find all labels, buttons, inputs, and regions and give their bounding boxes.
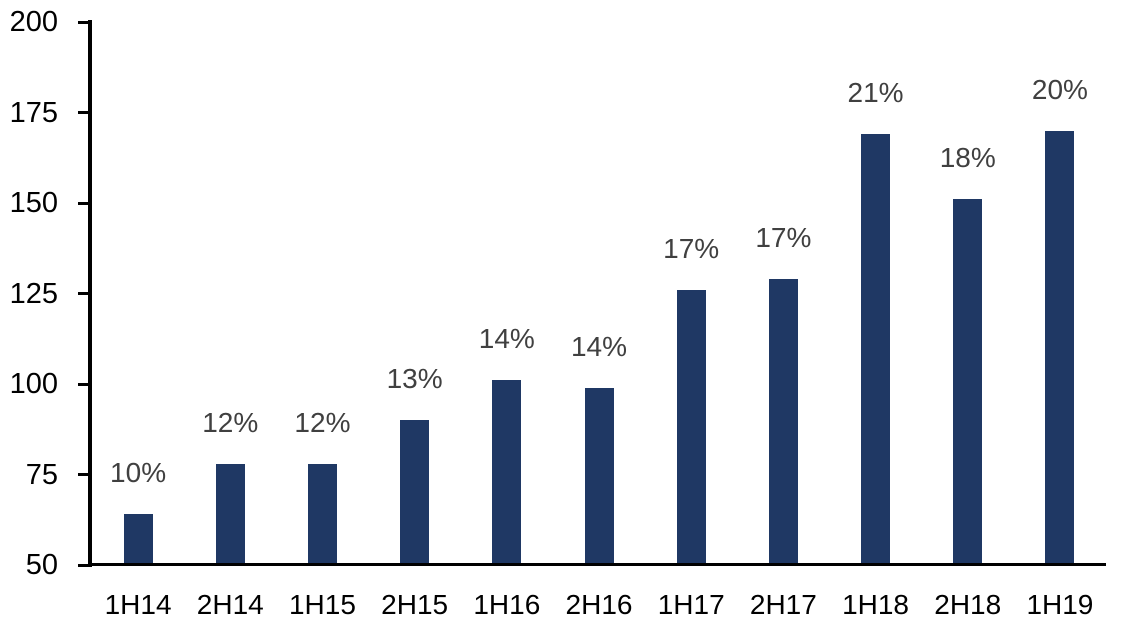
bar-data-label: 10%: [110, 457, 167, 489]
y-axis-tick: [78, 20, 92, 24]
bar-1H15: [307, 463, 337, 565]
x-axis-category-label: 1H19: [1026, 589, 1094, 620]
x-axis-category-label: 1H15: [288, 589, 356, 620]
bar-2H14: [215, 463, 245, 565]
bar-2H16: [584, 387, 614, 565]
x-axis-category-label: 1H14: [104, 589, 172, 620]
y-axis-tick-label: 50: [25, 549, 58, 581]
x-axis-line: [88, 563, 1106, 566]
y-axis-line: [88, 20, 92, 566]
bar-data-label: 14%: [570, 330, 628, 362]
y-axis-tick-label: 100: [9, 368, 58, 400]
x-axis-category-label: 1H16: [473, 589, 541, 620]
y-axis-tick: [78, 382, 92, 386]
y-axis-tick-label: 150: [9, 187, 58, 219]
bar-1H17: [676, 289, 706, 565]
y-axis-tick: [78, 111, 92, 114]
y-axis-tick-label: 125: [9, 277, 58, 310]
bar-2H18: [953, 199, 983, 565]
bar-data-label: 13%: [386, 363, 443, 395]
x-axis-category-label: 2H15: [381, 589, 449, 620]
bar-data-label: 21%: [847, 77, 904, 109]
bar-1H14: [123, 514, 153, 565]
bar-2H15: [400, 420, 430, 565]
x-axis-category-label: 2H17: [749, 589, 817, 620]
y-axis-tick: [78, 563, 92, 567]
bar-2H17: [768, 279, 798, 565]
bar-1H18: [861, 134, 891, 565]
bar-data-label: 20%: [1031, 73, 1088, 105]
y-axis-tick: [78, 201, 92, 205]
x-axis-category-label: 2H18: [934, 589, 1002, 620]
y-axis-tick-label: 200: [9, 6, 58, 38]
bar-data-label: 17%: [755, 222, 812, 254]
x-axis-category-label: 1H18: [842, 589, 909, 620]
x-axis-category-label: 2H16: [565, 589, 633, 620]
bar-data-label: 14%: [478, 323, 535, 355]
y-axis-tick: [78, 473, 92, 476]
bar-data-label: 12%: [294, 406, 351, 438]
bar-1H19: [1045, 130, 1075, 565]
x-axis-category-label: 1H17: [657, 589, 725, 620]
bar-data-label: 12%: [202, 406, 259, 438]
bar-1H16: [492, 380, 522, 565]
y-axis-tick-label: 175: [9, 96, 58, 129]
bar-data-label: 18%: [939, 142, 996, 174]
x-axis-category-label: 2H14: [196, 589, 264, 620]
y-axis-tick: [78, 292, 92, 295]
bar-data-label: 17%: [663, 232, 720, 264]
y-axis-tick-label: 75: [25, 458, 58, 491]
